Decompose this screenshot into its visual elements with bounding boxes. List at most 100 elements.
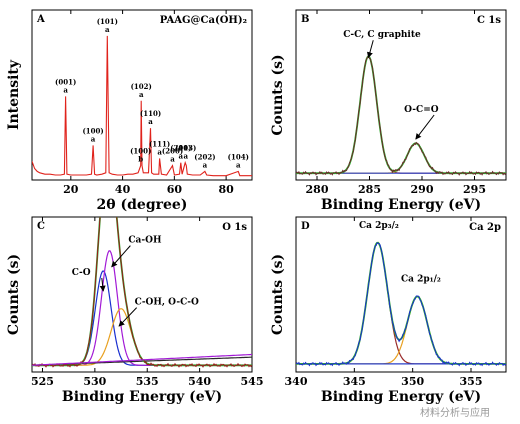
annotation-arrow xyxy=(99,277,106,292)
x-axis-label: Binding Energy (eV) xyxy=(62,389,222,405)
annotation-arrow xyxy=(415,114,435,140)
y-axis-label: Intensity xyxy=(6,59,22,130)
y-axis-label: Counts (s) xyxy=(270,54,286,135)
x-tick-label: 80 xyxy=(218,183,234,196)
peak-hkl: (110) xyxy=(140,109,161,118)
peak-annotation: C-C, C graphite xyxy=(343,30,421,59)
xps-fit-peak-curve xyxy=(32,250,252,366)
peak-hkl: (104) xyxy=(228,152,249,161)
x-tick-label: 40 xyxy=(115,183,131,196)
peak-label: (111)a xyxy=(149,139,170,156)
x-tick-label: 350 xyxy=(401,375,424,388)
plot-area xyxy=(296,55,506,176)
peak-phase-mark: a xyxy=(139,90,144,99)
x-tick-label: 340 xyxy=(285,375,308,388)
peak-phase-mark: a xyxy=(183,152,188,161)
annotation-text: C-C, C graphite xyxy=(343,30,421,40)
xps-raw-curve xyxy=(296,242,506,367)
peak-annotation: C-O xyxy=(72,268,106,292)
peak-annotation: Ca-OH xyxy=(111,236,162,268)
x-axis-label: Binding Energy (eV) xyxy=(321,197,481,213)
xps-tail-curve xyxy=(32,353,252,366)
x-tick-label: 20 xyxy=(63,183,79,196)
x-tick-label: 290 xyxy=(411,183,434,196)
x-axis-label: 2θ (degree) xyxy=(97,197,188,213)
peak-phase-mark: a xyxy=(157,147,162,156)
peak-label: (200)a xyxy=(162,147,183,164)
peak-label: (100)b xyxy=(130,147,151,164)
y-axis-label: Counts (s) xyxy=(6,254,22,335)
x-tick-label: 295 xyxy=(463,183,486,196)
peak-phase-mark: b xyxy=(138,155,143,164)
x-tick-label: 545 xyxy=(241,375,264,388)
peak-hkl: (001) xyxy=(55,77,76,86)
annotation-arrow xyxy=(111,245,131,268)
peak-annotation: Ca 2p₁/₂ xyxy=(401,275,441,285)
peak-hkl: (201) xyxy=(170,144,191,153)
panel-letter: A xyxy=(36,14,45,25)
annotation-text: Ca-OH xyxy=(128,236,162,246)
panel-frame xyxy=(295,9,507,181)
peak-phase-mark: a xyxy=(63,85,68,94)
x-tick-label: 530 xyxy=(83,375,106,388)
xps-fit-peak-curve xyxy=(296,55,506,174)
peak-annotation: O-C=O xyxy=(404,105,439,140)
plot-area xyxy=(32,217,252,368)
peak-phase-mark: a xyxy=(203,160,208,169)
peak-phase-mark: a xyxy=(179,152,184,161)
xps-fit-peak-curve xyxy=(32,308,252,366)
peak-label: (101)a xyxy=(97,17,118,34)
x-tick-label: 355 xyxy=(460,375,483,388)
annotation-text: C-O xyxy=(72,268,91,278)
xps-envelope-curve xyxy=(296,55,506,175)
annotation-text: C-OH, O-C-O xyxy=(135,298,199,308)
x-tick-label: 285 xyxy=(358,183,381,196)
plot-area xyxy=(32,35,252,177)
peak-hkl: (202) xyxy=(194,152,215,161)
plot-area xyxy=(296,241,506,367)
panel-tag: PAAG@Ca(OH)₂ xyxy=(160,15,247,26)
x-tick-label: 540 xyxy=(188,375,211,388)
xrd-pattern-line xyxy=(32,35,252,177)
xps-fit-peak-curve xyxy=(32,270,252,366)
peak-label: (202)a xyxy=(194,152,215,169)
panel-tag: O 1s xyxy=(222,222,247,233)
peak-hkl: (102) xyxy=(131,82,152,91)
annotation-arrow xyxy=(366,40,374,59)
x-tick-label: 280 xyxy=(306,183,329,196)
peak-annotation: C-OH, O-C-O xyxy=(118,298,199,327)
annotation-text: O-C=O xyxy=(404,105,439,115)
peak-phase-mark: a xyxy=(170,155,175,164)
peak-label: (110)a xyxy=(140,109,161,126)
peak-label: (100)a xyxy=(82,126,103,143)
peak-label: (102)a xyxy=(131,82,152,99)
panel-letter: C xyxy=(37,221,45,232)
peak-phase-mark: a xyxy=(148,117,153,126)
annotation-text: Ca 2p₁/₂ xyxy=(401,275,441,285)
xps-fit-peak-curve xyxy=(296,295,506,365)
x-tick-label: 345 xyxy=(343,375,366,388)
peak-label: (103)a xyxy=(175,144,196,161)
peak-hkl: (100) xyxy=(130,147,151,156)
peak-hkl: (111) xyxy=(149,139,170,148)
peak-hkl: (101) xyxy=(97,17,118,26)
xps-raw-curve xyxy=(296,56,506,176)
peak-hkl: (103) xyxy=(175,144,196,153)
peak-phase-mark: a xyxy=(105,25,110,34)
x-tick-label: 535 xyxy=(136,375,159,388)
panel-frame xyxy=(295,216,507,373)
peak-phase-mark: a xyxy=(236,160,241,169)
panel-frame xyxy=(31,9,253,181)
peak-hkl: (100) xyxy=(82,126,103,135)
panel-a: 20 40 60 80 2θ (degree) Intensity A PAAG@Ca(OH)… xyxy=(6,9,253,213)
panel-tag: C 1s xyxy=(477,15,501,26)
peak-label: (001)a xyxy=(55,77,76,94)
x-axis-label: Binding Energy (eV) xyxy=(321,389,481,405)
peak-label: (104)a xyxy=(228,152,249,169)
annotation-arrow xyxy=(118,307,138,327)
panel-frame xyxy=(31,216,253,373)
peak-annotation: Ca 2p₃/₂ xyxy=(359,221,399,231)
peak-hkl: (200) xyxy=(162,147,183,156)
